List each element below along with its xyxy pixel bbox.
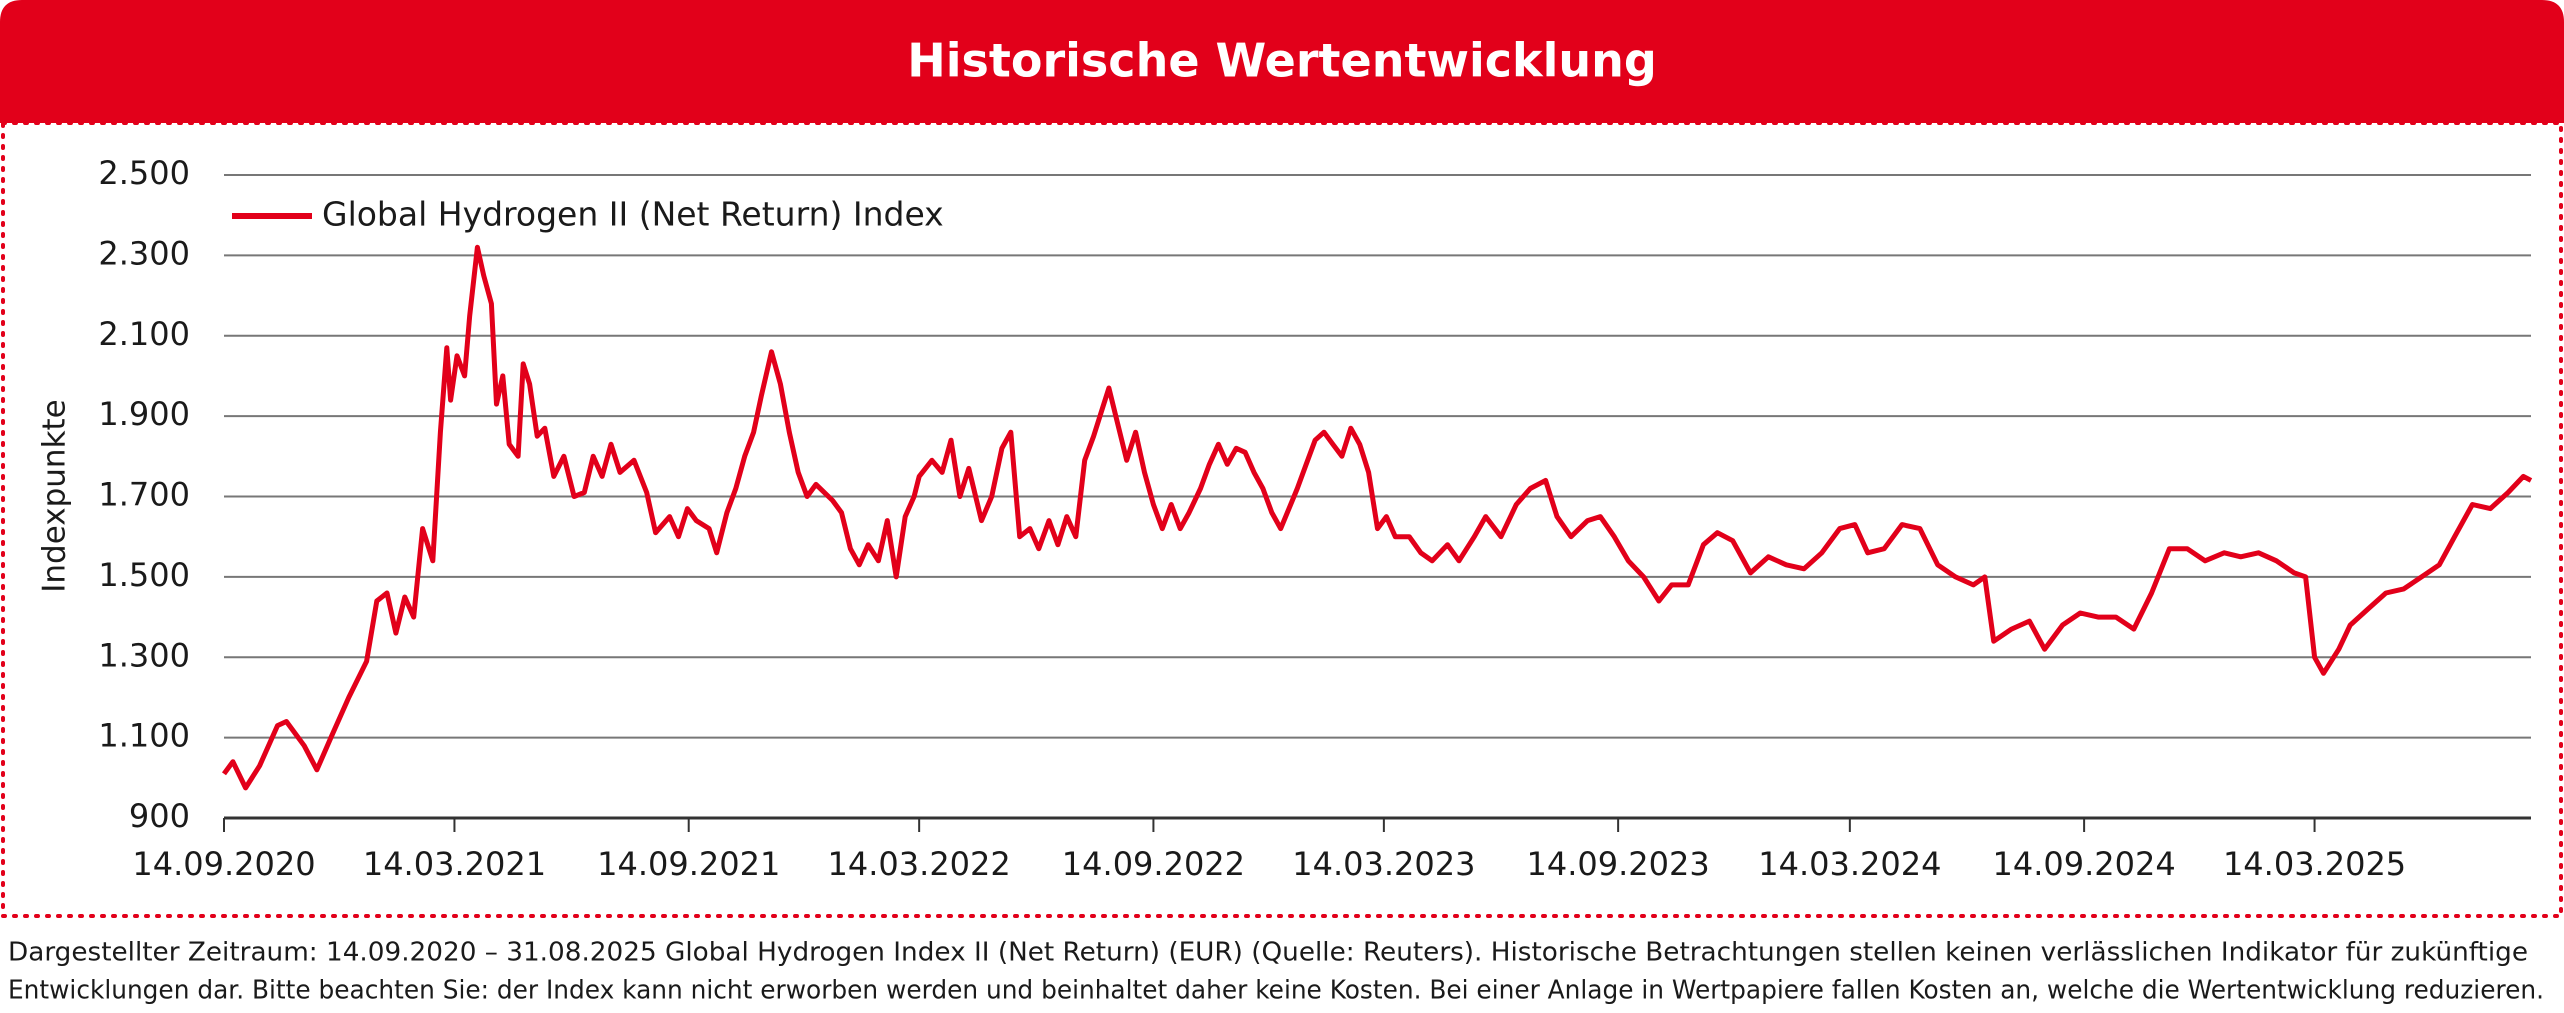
x-tick-label: 14.09.2021 — [597, 845, 780, 883]
y-tick-label: 1.900 — [98, 395, 190, 433]
x-tick-label: 14.03.2022 — [828, 845, 1011, 883]
chart-frame — [1, 121, 2563, 918]
y-tick-label: 1.500 — [98, 556, 190, 594]
x-tick-label: 14.09.2023 — [1527, 845, 1710, 883]
y-axis-label: Indexpunkte — [37, 399, 73, 593]
x-tick-label: 14.09.2024 — [1993, 845, 2176, 883]
x-tick-label: 14.03.2024 — [1758, 845, 1941, 883]
y-tick-label: 2.300 — [98, 234, 190, 272]
y-tick-label: 1.700 — [98, 476, 190, 514]
x-tick-label: 14.09.2022 — [1062, 845, 1245, 883]
legend-label: Global Hydrogen II (Net Return) Index — [322, 195, 944, 234]
header-bar — [0, 0, 2564, 123]
chart-title: Historische Wertentwicklung — [907, 34, 1657, 88]
y-tick-label: 1.100 — [98, 717, 190, 755]
footer-line: Dargestellter Zeitraum: 14.09.2020 – 31.… — [8, 938, 2528, 968]
footer-line: Entwicklungen dar. Bitte beachten Sie: d… — [8, 976, 2544, 1006]
y-tick-label: 2.100 — [98, 315, 190, 353]
y-tick-label: 900 — [129, 797, 190, 835]
x-tick-label: 14.09.2020 — [132, 845, 315, 883]
x-tick-label: 14.03.2023 — [1292, 845, 1475, 883]
y-tick-label: 2.500 — [98, 154, 190, 192]
data-line — [221, 244, 2533, 791]
y-tick-label: 1.300 — [98, 636, 190, 674]
x-tick-label: 14.03.2025 — [2223, 845, 2406, 883]
x-tick-label: 14.03.2021 — [363, 845, 546, 883]
